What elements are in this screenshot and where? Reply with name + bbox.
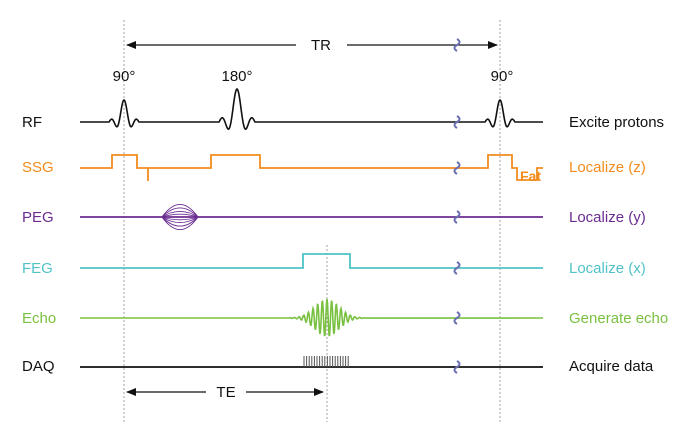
daq-sampling-ticks: [303, 356, 349, 367]
peg-lobe: [161, 216, 199, 224]
tr-label: TR: [311, 37, 331, 54]
row-description-peg: Localize (y): [569, 209, 646, 226]
ssg-waveform: [80, 154, 543, 181]
te-arrow: TE: [126, 384, 324, 401]
peg-lobe: [161, 203, 199, 218]
axis-break-icon: [453, 38, 461, 374]
row-description-echo: Generate echo: [569, 310, 668, 327]
row-label-echo: Echo: [22, 310, 56, 327]
axis-break-icon: [453, 161, 461, 175]
ssg-fat-annotation: Fat: [520, 168, 541, 184]
row-label-peg: PEG: [22, 209, 54, 226]
row-description-ssg: Localize (z): [569, 159, 646, 176]
peg-lobe: [161, 216, 199, 221]
row-label-daq: DAQ: [22, 358, 55, 375]
feg-waveform: [80, 253, 543, 269]
axis-break-icon: [453, 115, 461, 129]
flip-angle-180: 180°: [221, 68, 252, 85]
row-description-feg: Localize (x): [569, 260, 646, 277]
peg-lobe: [161, 207, 199, 218]
flip-angle-second-90: 90°: [491, 68, 514, 85]
peg-lobe: [161, 216, 199, 231]
echo-waveform: [80, 298, 544, 337]
row-description-rf: Excite protons: [569, 114, 664, 131]
peg-lobe: [161, 216, 199, 227]
flip-angle-first-90: 90°: [113, 68, 136, 85]
axis-break-icon: [453, 311, 461, 325]
tr-arrow: TR: [126, 37, 498, 54]
te-label: TE: [216, 384, 235, 401]
rf-waveform: [80, 87, 543, 131]
axis-break-icon: [453, 261, 461, 275]
row-label-feg: FEG: [22, 260, 53, 277]
row-label-rf: RF: [22, 114, 42, 131]
peg-phase-encode-lobes: [161, 203, 199, 231]
peg-lobe: [161, 210, 199, 218]
row-label-ssg: SSG: [22, 159, 54, 176]
row-description-daq: Acquire data: [569, 358, 654, 375]
axis-break-icon: [453, 210, 461, 224]
axis-break-icon: [453, 360, 461, 374]
axis-break-icon: [453, 38, 461, 52]
peg-lobe: [161, 213, 199, 218]
